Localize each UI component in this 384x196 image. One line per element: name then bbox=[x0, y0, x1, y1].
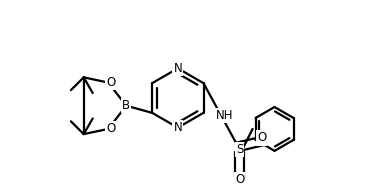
Text: N: N bbox=[174, 121, 182, 134]
Text: O: O bbox=[235, 173, 244, 186]
Text: N: N bbox=[174, 62, 182, 75]
Text: O: O bbox=[257, 132, 266, 144]
Text: S: S bbox=[236, 143, 243, 156]
Text: O: O bbox=[106, 76, 115, 89]
Text: B: B bbox=[122, 99, 130, 112]
Text: NH: NH bbox=[215, 109, 233, 122]
Text: O: O bbox=[106, 122, 115, 135]
